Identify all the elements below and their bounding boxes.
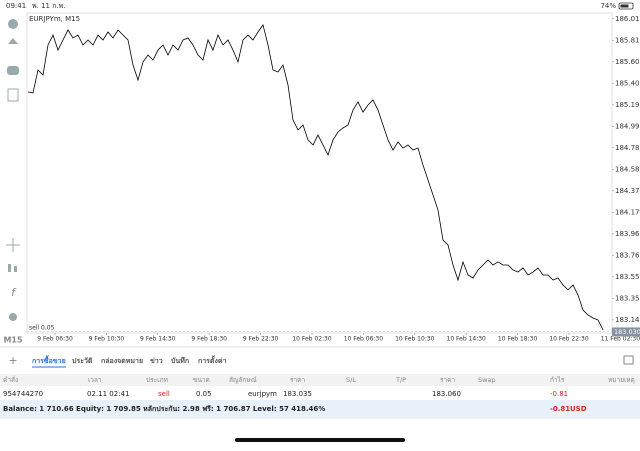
function-icon[interactable]: f <box>11 286 17 299</box>
y-tick-label: 184.170 <box>615 208 640 216</box>
cell-type: sell <box>158 390 170 398</box>
chat-icon[interactable] <box>7 66 19 75</box>
candles-icon[interactable] <box>8 264 11 272</box>
chart-title: EURJPYm, M15 <box>29 15 80 23</box>
cell-order: 954744270 <box>3 390 43 398</box>
column-header: Swap <box>478 376 496 384</box>
x-tick-label: 9 Feb 10:30 <box>89 336 125 343</box>
tab[interactable]: กล่องจดหมาย <box>101 357 143 365</box>
y-tick-label: 184.990 <box>615 122 640 130</box>
current-price-box <box>612 327 640 337</box>
current-price-label: 183.030 <box>614 328 640 336</box>
x-tick-label: 10 Feb 02:30 <box>292 336 332 343</box>
x-tick-label: 9 Feb 18:30 <box>191 336 227 343</box>
y-tick-label: 183.145 <box>615 316 640 324</box>
cell-volume: 0.05 <box>196 390 212 398</box>
balance-currency: USD <box>570 405 587 413</box>
tab[interactable]: ประวัติ <box>72 357 93 365</box>
tab[interactable]: บันทึก <box>171 356 189 365</box>
crosshair-icon[interactable] <box>6 238 20 252</box>
y-tick-label: 183.555 <box>615 273 640 281</box>
timeframe[interactable]: M15 <box>3 336 23 345</box>
tab[interactable]: การซื้อขาย <box>32 354 66 365</box>
y-tick-label: 183.760 <box>615 251 640 259</box>
column-header: ขนาด <box>193 376 210 384</box>
y-tick-label: 184.785 <box>615 144 640 152</box>
objects-icon[interactable] <box>9 313 17 321</box>
sidebar <box>6 19 20 321</box>
cell-profit: -0.81 <box>550 390 568 398</box>
column-header: เวลา <box>88 376 102 384</box>
tab[interactable]: ข่าว <box>150 357 163 365</box>
column-header: กำไร <box>550 376 565 384</box>
panel-toggle[interactable] <box>623 355 634 365</box>
x-tick-label: 9 Feb 14:30 <box>140 336 176 343</box>
cell-current-price: 183.060 <box>432 390 461 398</box>
y-tick-label: 185.400 <box>615 79 640 87</box>
status-time: 09:41 <box>6 2 26 10</box>
x-tick-label: 9 Feb 22:30 <box>243 336 279 343</box>
x-tick-label: 10 Feb 14:30 <box>447 336 487 343</box>
home-indicator <box>235 438 405 442</box>
cell-time: 02.11 02:41 <box>87 390 129 398</box>
account-icon[interactable] <box>8 19 18 29</box>
y-tick-label: 185.810 <box>615 36 640 44</box>
column-header: สัญลักษณ์ <box>229 376 257 384</box>
status-date: พ. 11 ก.พ. <box>32 2 66 10</box>
balance-text: Balance: 1 710.66 Equity: 1 709.85 หลักป… <box>3 405 325 413</box>
y-tick-label: 185.605 <box>615 58 640 66</box>
battery-icon <box>618 2 634 10</box>
y-tick-label: 184.375 <box>615 187 640 195</box>
add-button[interactable]: + <box>8 354 17 367</box>
trade-icon[interactable] <box>8 38 18 44</box>
column-header: ประเภท <box>146 376 168 384</box>
cell-open-price: 183.035 <box>283 390 312 398</box>
column-header: หมายเหตุ <box>608 376 635 384</box>
tab[interactable]: การตั้งค่า <box>198 354 227 365</box>
new-icon[interactable] <box>7 88 19 102</box>
price-line <box>27 24 604 331</box>
candles-icon-2[interactable] <box>14 266 17 272</box>
column-header: T/P <box>395 376 406 384</box>
y-tick-label: 185.195 <box>615 101 640 109</box>
column-header: S/L <box>346 376 356 384</box>
column-header: ราคา <box>290 376 305 384</box>
header-bg <box>0 374 640 386</box>
x-tick-label: 10 Feb 10:30 <box>395 336 435 343</box>
x-tick-label: 10 Feb 18:30 <box>498 336 538 343</box>
order-line-label: sell 0.05 <box>29 325 55 332</box>
status-battery: 74% <box>600 2 616 10</box>
x-tick-label: 11 Feb 02:30 <box>601 336 640 343</box>
battery-level <box>620 4 629 8</box>
x-tick-label: 10 Feb 06:30 <box>344 336 384 343</box>
y-tick-label: 184.580 <box>615 165 640 173</box>
chart-frame <box>26 12 613 334</box>
y-tick-label: 183.350 <box>615 294 640 302</box>
y-tick-label: 183.965 <box>615 230 640 238</box>
x-tick-label: 10 Feb 22:30 <box>549 336 589 343</box>
x-tick-label: 9 Feb 06:30 <box>37 336 73 343</box>
column-header: ราคา <box>440 376 455 384</box>
balance-bg <box>0 400 640 419</box>
column-header: คำสั่ง <box>3 375 18 384</box>
cell-symbol: eurjpym <box>248 390 277 398</box>
y-tick-label: 186.015 <box>615 15 640 23</box>
balance-profit: -0.81 <box>550 405 570 413</box>
